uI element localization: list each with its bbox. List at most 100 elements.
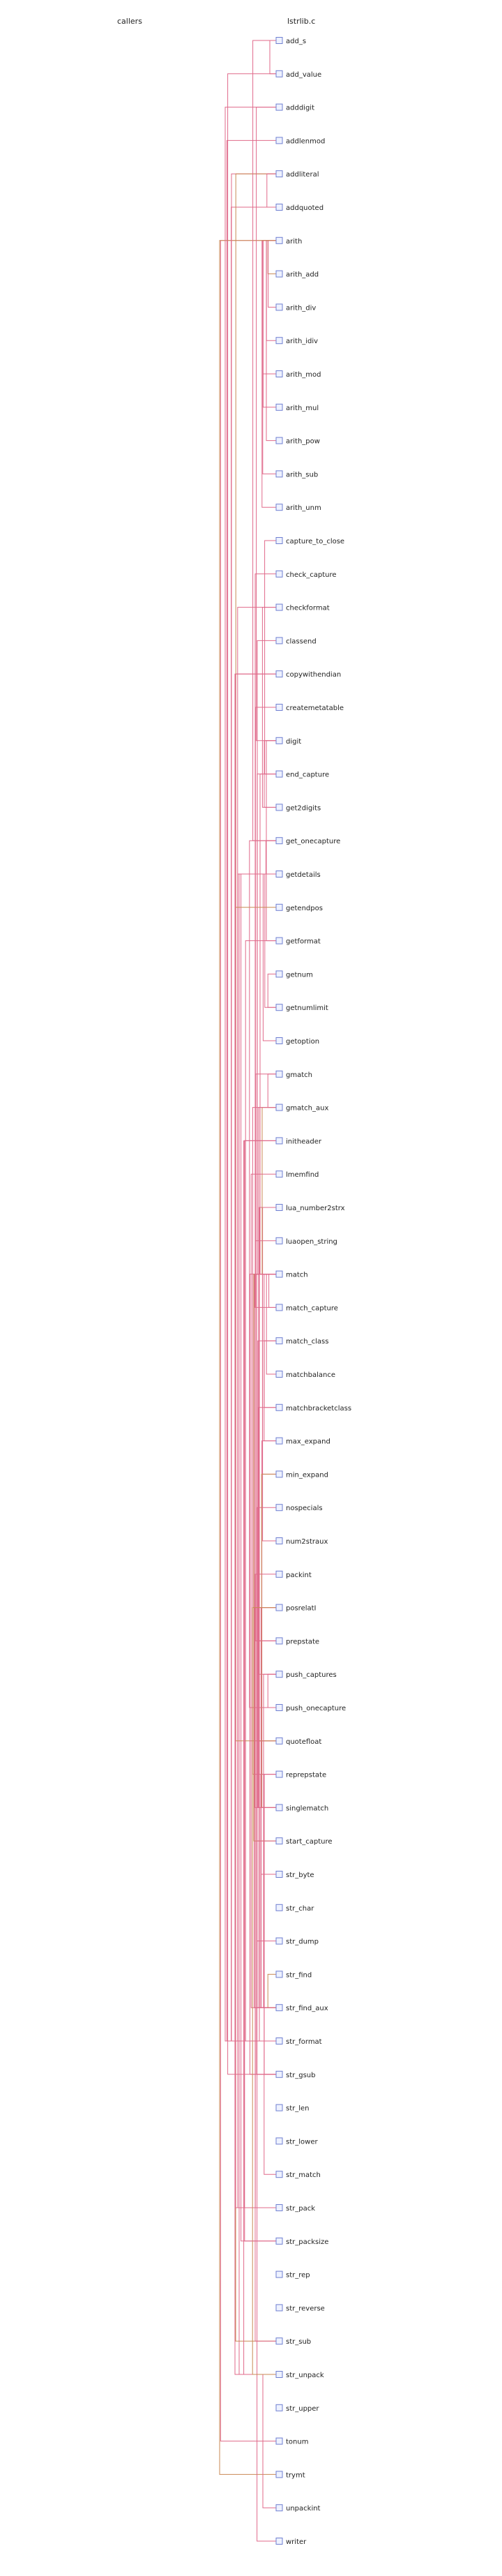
function-node[interactable]: quotefloat <box>275 1737 321 1746</box>
function-node[interactable]: str_packsize <box>275 2237 328 2246</box>
function-node[interactable]: getoption <box>275 1037 319 1046</box>
function-node[interactable]: lua_number2strx <box>275 1204 345 1213</box>
function-node[interactable]: str_find <box>275 1971 312 1980</box>
function-node[interactable]: addquoted <box>275 204 324 213</box>
function-node[interactable]: match <box>275 1270 308 1279</box>
function-label: str_packsize <box>286 2238 328 2246</box>
function-node[interactable]: str_len <box>275 2104 310 2113</box>
function-label: str_lower <box>286 2138 318 2146</box>
function-node[interactable]: writer <box>275 2538 307 2547</box>
function-node[interactable]: addlenmod <box>275 137 325 146</box>
function-node[interactable]: match_capture <box>275 1304 338 1313</box>
function-box-icon <box>275 1637 283 1645</box>
function-node[interactable]: checkformat <box>275 603 330 612</box>
function-node[interactable]: str_reverse <box>275 2304 325 2313</box>
function-label: lmemfind <box>286 1171 319 1179</box>
function-node[interactable]: add_value <box>275 70 321 79</box>
function-box-icon <box>275 1570 283 1578</box>
function-node[interactable]: lmemfind <box>275 1170 319 1180</box>
function-node[interactable]: prepstate <box>275 1637 319 1646</box>
function-label: trymt <box>286 2471 305 2479</box>
function-node[interactable]: packint <box>275 1570 312 1579</box>
function-node[interactable]: arith_unm <box>275 504 321 513</box>
function-node[interactable]: singlematch <box>275 1804 328 1813</box>
function-node[interactable]: get2digits <box>275 804 321 813</box>
function-node[interactable]: gmatch_aux <box>275 1104 328 1113</box>
function-node[interactable]: classend <box>275 637 317 646</box>
function-node[interactable]: num2straux <box>275 1537 328 1546</box>
function-node[interactable]: str_gsub <box>275 2070 316 2079</box>
function-node[interactable]: match_class <box>275 1337 328 1346</box>
call-edge <box>261 1107 276 1275</box>
function-node[interactable]: posrelatI <box>275 1604 317 1613</box>
call-edge <box>257 774 276 1275</box>
function-node[interactable]: str_byte <box>275 1871 314 1880</box>
function-node[interactable]: initheader <box>275 1137 322 1146</box>
function-node[interactable]: tonum <box>275 2437 308 2446</box>
function-node[interactable]: gmatch <box>275 1070 312 1079</box>
function-node[interactable]: nospecials <box>275 1504 323 1513</box>
function-node[interactable]: str_char <box>275 1904 314 1913</box>
function-box-icon <box>275 37 283 44</box>
function-node[interactable]: arith_mul <box>275 403 319 412</box>
function-node[interactable]: unpackint <box>275 2504 321 2513</box>
function-node[interactable]: matchbracketclass <box>275 1403 351 1413</box>
call-edge <box>266 1274 276 1375</box>
function-node[interactable]: arith <box>275 236 302 246</box>
function-label: str_upper <box>286 2405 319 2413</box>
function-node[interactable]: reprepstate <box>275 1770 326 1779</box>
function-node[interactable]: addliteral <box>275 170 319 179</box>
call-edge <box>249 840 276 1708</box>
function-label: get2digits <box>286 804 321 812</box>
function-node[interactable]: str_unpack <box>275 2371 324 2380</box>
function-node[interactable]: getformat <box>275 937 321 946</box>
function-node[interactable]: str_format <box>275 2038 322 2047</box>
function-node[interactable]: str_sub <box>275 2337 311 2347</box>
function-box-icon <box>275 1270 283 1278</box>
function-box-icon <box>275 1037 283 1044</box>
function-node[interactable]: max_expand <box>275 1437 330 1446</box>
function-box-icon <box>275 970 283 978</box>
function-node[interactable]: luaopen_string <box>275 1237 337 1246</box>
function-node[interactable]: str_pack <box>275 2204 315 2213</box>
function-node[interactable]: str_find_aux <box>275 2004 328 2013</box>
function-node[interactable]: arith_mod <box>275 370 321 379</box>
function-node[interactable]: start_capture <box>275 1837 333 1846</box>
function-node[interactable]: min_expand <box>275 1470 328 1479</box>
function-node[interactable]: add_s <box>275 37 306 46</box>
function-box-icon <box>275 1837 283 1845</box>
function-node[interactable]: str_lower <box>275 2137 318 2146</box>
function-node[interactable]: str_dump <box>275 1937 319 1946</box>
function-node[interactable]: adddigit <box>275 103 314 112</box>
call-edge <box>268 1274 276 1308</box>
function-node[interactable]: matchbalance <box>275 1371 335 1380</box>
function-node[interactable]: digit <box>275 737 301 746</box>
function-node[interactable]: getendpos <box>275 903 323 912</box>
function-node[interactable]: push_onecapture <box>275 1704 346 1713</box>
function-label: checkformat <box>286 605 330 612</box>
function-box-icon <box>275 1304 283 1311</box>
function-node[interactable]: getnumlimit <box>275 1004 328 1013</box>
function-node[interactable]: arith_sub <box>275 470 318 479</box>
function-node[interactable]: arith_add <box>275 270 319 279</box>
function-node[interactable]: getnum <box>275 970 313 979</box>
function-box-icon <box>275 170 283 178</box>
function-node[interactable]: str_rep <box>275 2270 310 2280</box>
function-node[interactable]: createmetatable <box>275 704 344 713</box>
function-node[interactable]: end_capture <box>275 770 329 779</box>
function-node[interactable]: arith_idiv <box>275 337 318 346</box>
function-node[interactable]: arith_pow <box>275 437 320 446</box>
function-box-icon <box>275 403 283 411</box>
function-node[interactable]: trymt <box>275 2471 305 2480</box>
function-box-icon <box>275 2104 283 2111</box>
function-node[interactable]: push_captures <box>275 1671 337 1680</box>
function-node[interactable]: arith_div <box>275 303 316 312</box>
function-node[interactable]: str_match <box>275 2171 321 2180</box>
function-node[interactable]: get_onecapture <box>275 837 340 846</box>
function-node[interactable]: str_upper <box>275 2404 319 2413</box>
function-node[interactable]: getdetails <box>275 871 321 880</box>
function-node[interactable]: check_capture <box>275 570 337 579</box>
function-box-icon <box>275 1804 283 1812</box>
function-node[interactable]: capture_to_close <box>275 537 344 546</box>
function-node[interactable]: copywithendian <box>275 670 341 679</box>
